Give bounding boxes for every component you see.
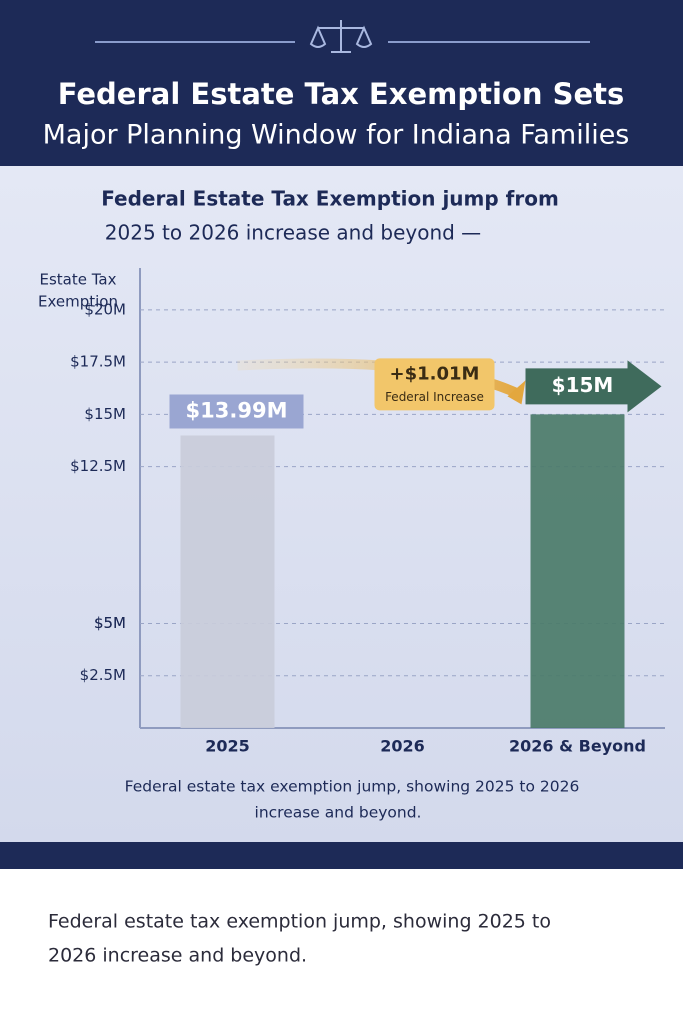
value-label: $15M <box>552 373 614 397</box>
value-label-box <box>169 394 304 429</box>
footer-band <box>0 842 683 869</box>
title-line: Major Planning Window for Indiana Famili… <box>43 120 630 151</box>
annotation-text: Federal Increase <box>385 390 484 404</box>
x-tick-label: 2025 <box>205 737 250 756</box>
y-tick-label: $20M <box>84 300 126 318</box>
y-tick-label: $15M <box>84 405 126 423</box>
x-tick-label: 2026 <box>380 737 425 756</box>
increase-arrow-head <box>507 380 526 405</box>
value-label-arrow <box>525 360 662 413</box>
title-line: Federal Estate Tax Exemption Sets <box>58 77 625 111</box>
bar <box>530 414 625 728</box>
y-tick-label: $5M <box>94 614 126 632</box>
y-tick-label: $2.5M <box>80 666 126 684</box>
value-label: $13.99M <box>186 398 288 422</box>
annotation-label: +$1.01M <box>390 363 480 384</box>
y-axis-label: Estate Tax <box>40 271 117 289</box>
scales-icon <box>309 20 373 53</box>
footer-caption: 2026 increase and beyond. <box>48 945 307 967</box>
bar <box>180 435 275 728</box>
y-tick-label: $12.5M <box>70 457 126 475</box>
footer-caption: Federal estate tax exemption jump, showi… <box>48 911 551 933</box>
y-axis-label: Exemption <box>38 293 118 311</box>
y-tick-label: $5M <box>94 614 126 632</box>
chart-subtitle: 2025 to 2026 increase and beyond — <box>105 221 481 245</box>
x-tick-label: 2026 & Beyond <box>509 737 646 756</box>
chart-caption: increase and beyond. <box>255 804 422 822</box>
y-tick-label: $17.5M <box>70 353 126 371</box>
chart-subtitle: Federal Estate Tax Exemption jump from <box>101 187 559 211</box>
annotation-box <box>374 358 495 411</box>
chart-caption: Federal estate tax exemption jump, showi… <box>125 778 580 796</box>
